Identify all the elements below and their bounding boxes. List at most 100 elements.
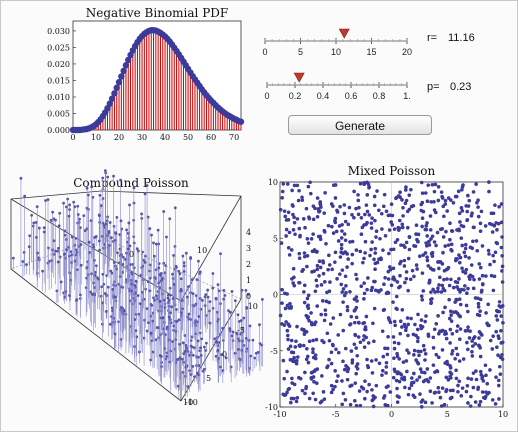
r-slider[interactable]: 0 5 10 15 20 (262, 28, 412, 57)
scatter-point (306, 184, 311, 189)
scatter-point (313, 397, 318, 402)
scatter-point (465, 209, 470, 214)
stem-point (200, 337, 204, 341)
scatter-point (329, 383, 334, 388)
scatter-point (352, 309, 357, 313)
scatter-point (331, 204, 335, 208)
stem-point (251, 338, 255, 342)
scatter-point (397, 357, 402, 361)
stem-point (260, 343, 264, 347)
scatter-point (348, 322, 353, 326)
scatter-point (499, 245, 504, 250)
scatter-point (384, 365, 389, 369)
scatter-point (419, 294, 424, 299)
scatter-point (366, 276, 370, 280)
scatter-point (450, 349, 455, 353)
scatter-point (291, 350, 296, 355)
stem-point (166, 296, 170, 300)
scatter-point (466, 286, 470, 291)
scatter-point (308, 180, 312, 185)
stem-point (97, 277, 100, 281)
scatter-point (388, 320, 393, 325)
scatter-point (428, 214, 433, 218)
scatter-point (320, 299, 325, 303)
scatter-point (459, 394, 464, 398)
scatter-point (373, 261, 378, 266)
scatter-point (286, 218, 291, 222)
scatter-point (494, 375, 498, 379)
stem-point (182, 269, 186, 273)
scatter-point (341, 391, 346, 396)
stem-point (59, 280, 63, 284)
scatter-point (323, 191, 327, 195)
scatter-point (398, 284, 402, 289)
scatter-point (391, 300, 395, 304)
scatter-point (467, 256, 471, 260)
scatter-point (422, 370, 427, 375)
scatter-point (469, 394, 473, 399)
slider-thumb[interactable] (338, 28, 350, 39)
stem-point (148, 227, 152, 230)
stem-point (197, 315, 201, 318)
slider-tick-label: 0.4 (317, 91, 330, 101)
scatter-point (363, 251, 367, 255)
stem-point (199, 307, 203, 311)
scatter-point (432, 200, 436, 204)
scatter-point (407, 351, 411, 355)
scatter-point (377, 208, 381, 213)
scatter-point (297, 280, 301, 285)
scatter-point (500, 269, 504, 273)
scatter-point (354, 206, 358, 211)
scatter-point (294, 339, 298, 344)
scatter-point (381, 204, 386, 209)
scatter-point (394, 378, 399, 383)
scatter-point (484, 274, 488, 278)
scatter-point (374, 229, 379, 233)
scatter-point (320, 374, 324, 378)
stem-point (58, 255, 62, 259)
scatter-point (364, 203, 369, 207)
scatter-point (440, 196, 445, 200)
scatter-point (496, 383, 501, 388)
stem-point (198, 331, 202, 335)
scatter-point (449, 313, 454, 317)
scatter-point (452, 310, 456, 314)
scatter-point (291, 204, 295, 208)
scatter-point (430, 183, 435, 187)
stem-point (171, 340, 175, 343)
scatter-point (450, 248, 454, 253)
scatter-point (307, 318, 311, 323)
scatter-point (425, 234, 429, 238)
box-edge (10, 198, 182, 302)
stem-point (236, 313, 240, 317)
scatter-point (373, 251, 378, 255)
stem-point (168, 217, 172, 221)
generate-button[interactable]: Generate (288, 115, 432, 135)
slider-tick-label: 0.6 (345, 91, 358, 101)
scatter-point (406, 333, 410, 338)
scatter-point (471, 239, 475, 244)
p-slider[interactable]: 0 0.2 0.4 0.6 0.8 1. (264, 72, 411, 101)
slider-thumb[interactable] (293, 72, 305, 83)
x-tick-label: 50 (183, 133, 193, 142)
stem-point (167, 298, 171, 302)
scatter-point (362, 181, 367, 186)
stem-point (230, 334, 234, 338)
scatter-point (390, 223, 395, 227)
scatter-point (420, 370, 424, 374)
scatter-point (498, 372, 503, 376)
y-tick-label: 0.005 (47, 109, 70, 118)
scatter-point (389, 220, 394, 224)
scatter-point (444, 229, 448, 234)
scatter-point (477, 403, 482, 407)
scatter-point (461, 224, 466, 229)
stem-point (85, 186, 89, 190)
scatter-point (397, 218, 402, 223)
scatter-point (487, 180, 491, 184)
stem-point (90, 185, 94, 189)
stem-point (79, 263, 83, 267)
scatter-point (458, 220, 462, 224)
stem-point (240, 288, 244, 292)
scatter-point (334, 347, 338, 352)
scatter-point (423, 400, 428, 405)
